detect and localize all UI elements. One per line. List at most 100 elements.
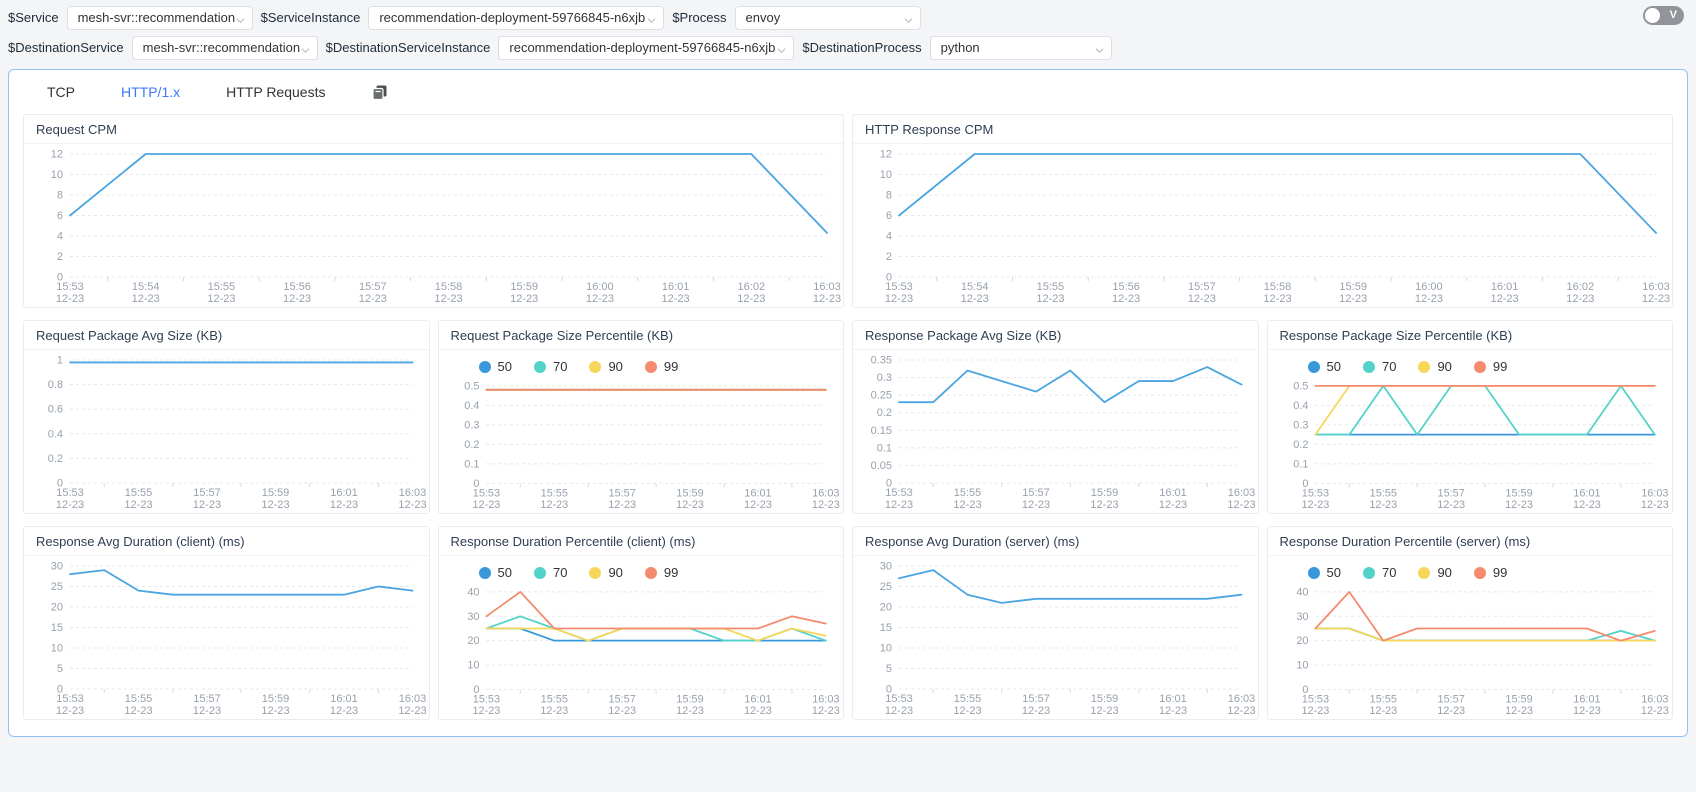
- svg-text:12-23: 12-23: [1415, 293, 1443, 305]
- legend-dot-icon: [1418, 360, 1431, 373]
- svg-text:15:53: 15:53: [472, 693, 499, 705]
- svg-text:12-23: 12-23: [1369, 705, 1397, 717]
- legend-item-90[interactable]: 90: [589, 359, 623, 374]
- filter-select-destinationprocess[interactable]: python: [929, 35, 1112, 60]
- filter-select-service[interactable]: mesh-svr::recommendation: [66, 5, 253, 30]
- tab-tcp[interactable]: TCP: [47, 84, 75, 100]
- chart-body: 50 70 90 99 0 0.1 0.2 0.3 0.4 0.5 15:53 12-23 15:55 1…: [1268, 350, 1673, 513]
- svg-text:10: 10: [467, 659, 479, 671]
- svg-text:16:03: 16:03: [1228, 487, 1256, 499]
- legend-item-99[interactable]: 99: [644, 359, 678, 374]
- svg-text:0.35: 0.35: [871, 355, 892, 367]
- legend-item-50[interactable]: 50: [478, 565, 512, 581]
- filter-label-service: $Service: [8, 10, 59, 25]
- svg-text:12-23: 12-23: [1573, 499, 1601, 511]
- svg-text:0.15: 0.15: [871, 425, 892, 437]
- chart-card-request-cpm: Request CPM 0 2 4 6 8 10 12 15:53 12-23 15:54 12-23…: [23, 114, 844, 308]
- svg-text:12-23: 12-23: [1369, 499, 1397, 511]
- view-toggle[interactable]: V: [1643, 6, 1684, 25]
- svg-text:30: 30: [880, 561, 892, 573]
- svg-text:15:57: 15:57: [1188, 281, 1216, 293]
- svg-text:12-23: 12-23: [811, 499, 839, 511]
- legend-dot-icon: [1307, 566, 1320, 579]
- filter-value-destinationserviceinstance: recommendation-deployment-59766845-n6xjb: [509, 40, 776, 55]
- legend-item-99[interactable]: 99: [1473, 565, 1507, 580]
- svg-text:30: 30: [51, 561, 63, 573]
- legend-dot-icon: [533, 360, 546, 373]
- svg-text:15:57: 15:57: [1022, 487, 1050, 499]
- filter-select-destinationservice[interactable]: mesh-svr::recommendation: [131, 35, 318, 60]
- legend-label: 70: [552, 359, 568, 375]
- legend-item-70[interactable]: 70: [1362, 565, 1396, 580]
- svg-text:16:00: 16:00: [586, 281, 614, 293]
- legend-item-70[interactable]: 70: [1362, 359, 1396, 374]
- legend-item-90[interactable]: 90: [1418, 565, 1452, 580]
- svg-text:15:53: 15:53: [56, 693, 84, 705]
- svg-text:15: 15: [51, 622, 63, 634]
- legend-label: 50: [497, 565, 512, 581]
- chart-title: Request Package Avg Size (KB): [24, 321, 429, 350]
- svg-text:0.8: 0.8: [48, 379, 63, 391]
- legend-label: 99: [1492, 359, 1508, 375]
- filter-select-process[interactable]: envoy: [734, 5, 921, 30]
- svg-text:12-23: 12-23: [885, 499, 913, 511]
- legend-item-70[interactable]: 70: [533, 565, 567, 580]
- toggle-label: V: [1669, 9, 1677, 21]
- legend-item-70[interactable]: 70: [533, 359, 568, 375]
- svg-text:16:03: 16:03: [812, 487, 839, 499]
- tab-label: HTTP/1.x: [121, 84, 181, 100]
- legend-dot-icon: [1473, 566, 1486, 579]
- svg-text:15:53: 15:53: [885, 693, 913, 705]
- chart-canvas: 00.10.20.30.40.515:5312-2315:5512-2315:5…: [464, 380, 839, 511]
- svg-text:0.3: 0.3: [877, 372, 892, 384]
- charts-grid: Request CPM 0 2 4 6 8 10 12 15:53 12-23 15:54 12-23…: [9, 114, 1687, 732]
- svg-text:12-23: 12-23: [1339, 293, 1367, 305]
- svg-text:16:03: 16:03: [1228, 693, 1256, 705]
- svg-text:15:57: 15:57: [193, 693, 221, 705]
- chevron-down-icon: [647, 16, 656, 25]
- filter-select-serviceinstance[interactable]: recommendation-deployment-59766845-n6xjb: [368, 5, 665, 30]
- svg-text:0.2: 0.2: [464, 439, 479, 451]
- tab-http-requests[interactable]: HTTP Requests: [226, 84, 325, 100]
- svg-text:12-23: 12-23: [1090, 499, 1118, 511]
- svg-text:12-23: 12-23: [330, 705, 358, 717]
- legend-item-50[interactable]: 50: [1307, 359, 1341, 374]
- svg-text:4: 4: [57, 231, 63, 243]
- chart-title: Response Package Size Percentile (KB): [1267, 321, 1672, 350]
- legend-dot-icon: [644, 566, 657, 579]
- chart-card-response-package-avg-size-kb: Response Package Avg Size (KB) 0 0.05 0.1 0.…: [852, 320, 1259, 514]
- svg-text:12-23: 12-23: [744, 705, 772, 717]
- svg-text:0.6: 0.6: [48, 404, 63, 416]
- svg-text:20: 20: [1296, 635, 1308, 647]
- filter-value-destinationservice: mesh-svr::recommendation: [142, 40, 301, 55]
- legend-item-50[interactable]: 50: [478, 359, 512, 374]
- svg-text:15:53: 15:53: [1301, 693, 1328, 705]
- svg-text:6: 6: [57, 210, 63, 222]
- svg-text:15:53: 15:53: [885, 487, 913, 499]
- chart-card-response-avg-duration-server-ms: Response Avg Duration (server) (ms) 0 5 10 1…: [852, 526, 1259, 720]
- legend-item-90[interactable]: 90: [589, 565, 623, 580]
- legend-item-50[interactable]: 50: [1307, 565, 1341, 580]
- tab-http-1-x[interactable]: HTTP/1.x: [121, 84, 180, 100]
- svg-text:0.4: 0.4: [464, 400, 479, 412]
- filter-select-destinationserviceinstance[interactable]: recommendation-deployment-59766845-n6xjb: [498, 35, 795, 60]
- svg-text:16:03: 16:03: [812, 693, 839, 705]
- svg-text:12-23: 12-23: [1640, 499, 1668, 511]
- legend-item-99[interactable]: 99: [644, 565, 678, 580]
- svg-text:12-23: 12-23: [662, 293, 690, 305]
- legend-item-99[interactable]: 99: [1473, 359, 1508, 375]
- svg-text:12-23: 12-23: [1640, 705, 1668, 717]
- svg-text:12-23: 12-23: [56, 293, 84, 305]
- svg-text:16:01: 16:01: [744, 693, 771, 705]
- svg-text:8: 8: [57, 190, 63, 202]
- svg-text:15:55: 15:55: [1037, 281, 1065, 293]
- svg-text:15:59: 15:59: [1339, 281, 1367, 293]
- svg-text:12-23: 12-23: [1491, 293, 1519, 305]
- svg-text:16:01: 16:01: [330, 693, 358, 705]
- svg-text:15:55: 15:55: [954, 487, 982, 499]
- chart-body: 0 2 4 6 8 10 12 15:53 12-23 15:54 12-23 15:55 12-23 1…: [853, 144, 1672, 307]
- copy-pages-icon[interactable]: [371, 84, 388, 101]
- legend-item-90[interactable]: 90: [1418, 359, 1452, 374]
- svg-text:20: 20: [880, 602, 892, 614]
- svg-text:15:58: 15:58: [435, 281, 463, 293]
